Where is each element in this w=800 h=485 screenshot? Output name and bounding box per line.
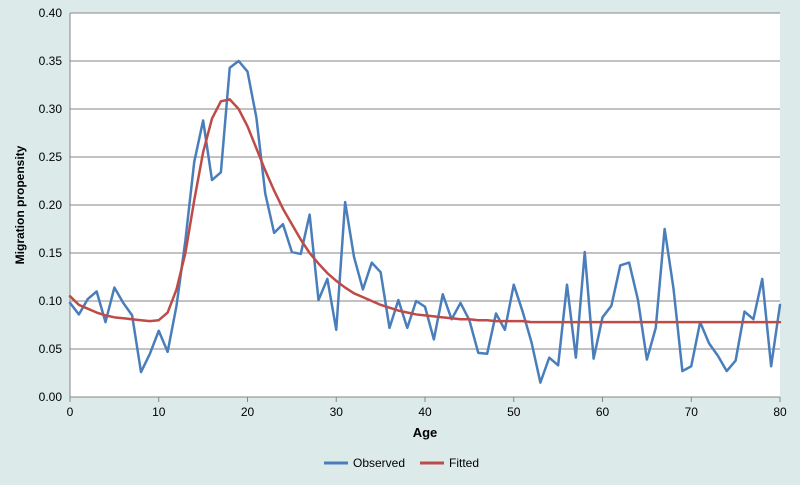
y-tick-labels: 0.00 0.05 0.10 0.15 0.20 0.25 0.30 0.35 0.40 (39, 6, 63, 404)
legend: Observed Fitted (324, 456, 479, 470)
y-tick-label: 0.00 (39, 390, 63, 404)
x-tick-label: 50 (507, 405, 521, 419)
series-layer (68, 59, 782, 384)
series-line-fitted (68, 98, 782, 324)
y-tick-label: 0.20 (39, 198, 63, 212)
gridlines (70, 12, 780, 350)
y-tick-label: 0.15 (39, 246, 63, 260)
legend-label-fitted: Fitted (449, 456, 479, 470)
y-tick-label: 0.25 (39, 150, 63, 164)
y-tick-label: 0.10 (39, 294, 63, 308)
x-tick-label: 0 (67, 405, 74, 419)
y-tick-label: 0.05 (39, 342, 63, 356)
x-tick-label: 70 (685, 405, 699, 419)
x-tick-label: 80 (773, 405, 787, 419)
legend-label-observed: Observed (353, 456, 405, 470)
y-axis-label: Migration propensity (13, 145, 27, 264)
x-tick-label: 10 (152, 405, 166, 419)
x-axis-label: Age (413, 425, 438, 440)
x-tick-label: 30 (330, 405, 344, 419)
x-tick-label: 60 (596, 405, 610, 419)
y-tick-label: 0.35 (39, 54, 63, 68)
axes (69, 13, 781, 402)
y-tick-label: 0.40 (39, 6, 63, 20)
x-tick-label: 40 (418, 405, 432, 419)
y-tick-label: 0.30 (39, 102, 63, 116)
series-line-observed (68, 59, 782, 384)
x-tick-label: 20 (241, 405, 255, 419)
x-tick-labels: 0 10 20 30 40 50 60 70 80 (67, 405, 787, 419)
